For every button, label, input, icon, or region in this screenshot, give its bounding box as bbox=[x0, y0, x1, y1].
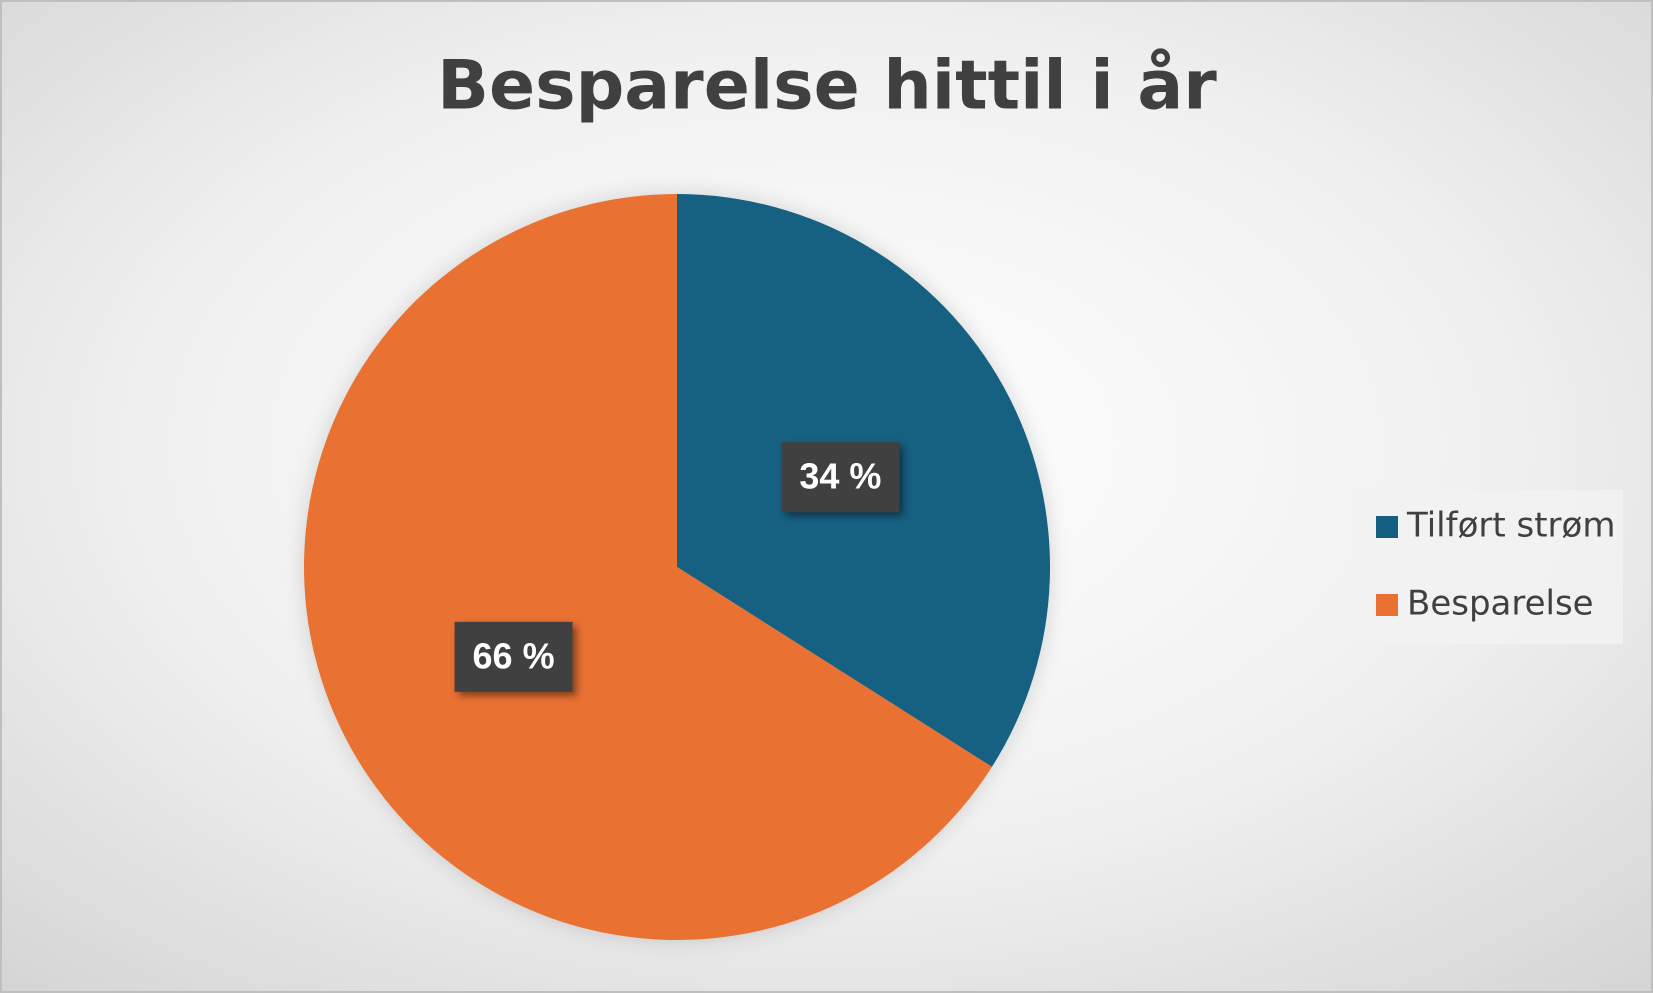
pie-slice bbox=[304, 194, 992, 940]
data-label-box bbox=[454, 621, 573, 692]
legend-label: Tilført strøm bbox=[1406, 506, 1615, 546]
data-label: 34 % bbox=[799, 456, 881, 497]
pie bbox=[304, 194, 1050, 940]
legend-label: Besparelse bbox=[1407, 584, 1594, 624]
legend-box bbox=[1352, 490, 1623, 644]
data-label-box bbox=[781, 442, 900, 513]
chart-title: Besparelse hittil i år bbox=[437, 47, 1217, 126]
data-label: 66 % bbox=[473, 635, 555, 676]
legend-swatch bbox=[1376, 516, 1398, 538]
data-labels: 34 % 66 % bbox=[454, 442, 900, 692]
legend: Tilført strøm Besparelse bbox=[1376, 506, 1615, 624]
legend-swatch bbox=[1376, 594, 1398, 616]
